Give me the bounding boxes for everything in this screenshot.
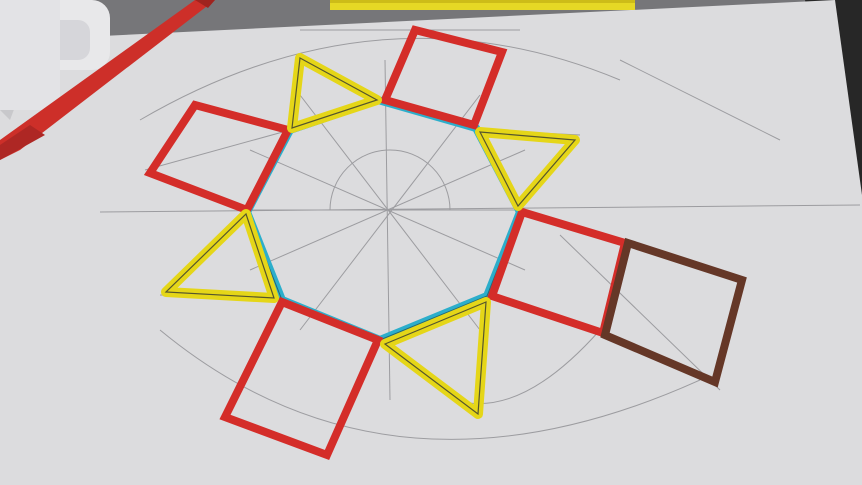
red-marker [0,0,215,160]
square-brown [600,237,747,388]
ruler-shadow [330,0,635,3]
square-bottom [219,296,384,461]
bottle [0,0,110,110]
triangle-right-outline [478,131,577,208]
triangle-bottom-outline [383,301,487,416]
square-top [379,25,508,130]
triangle-left-outline [164,212,275,299]
yellow-ruler [330,0,635,10]
triangle-top-left-outline [291,57,379,129]
yellow-triangles [161,53,580,419]
